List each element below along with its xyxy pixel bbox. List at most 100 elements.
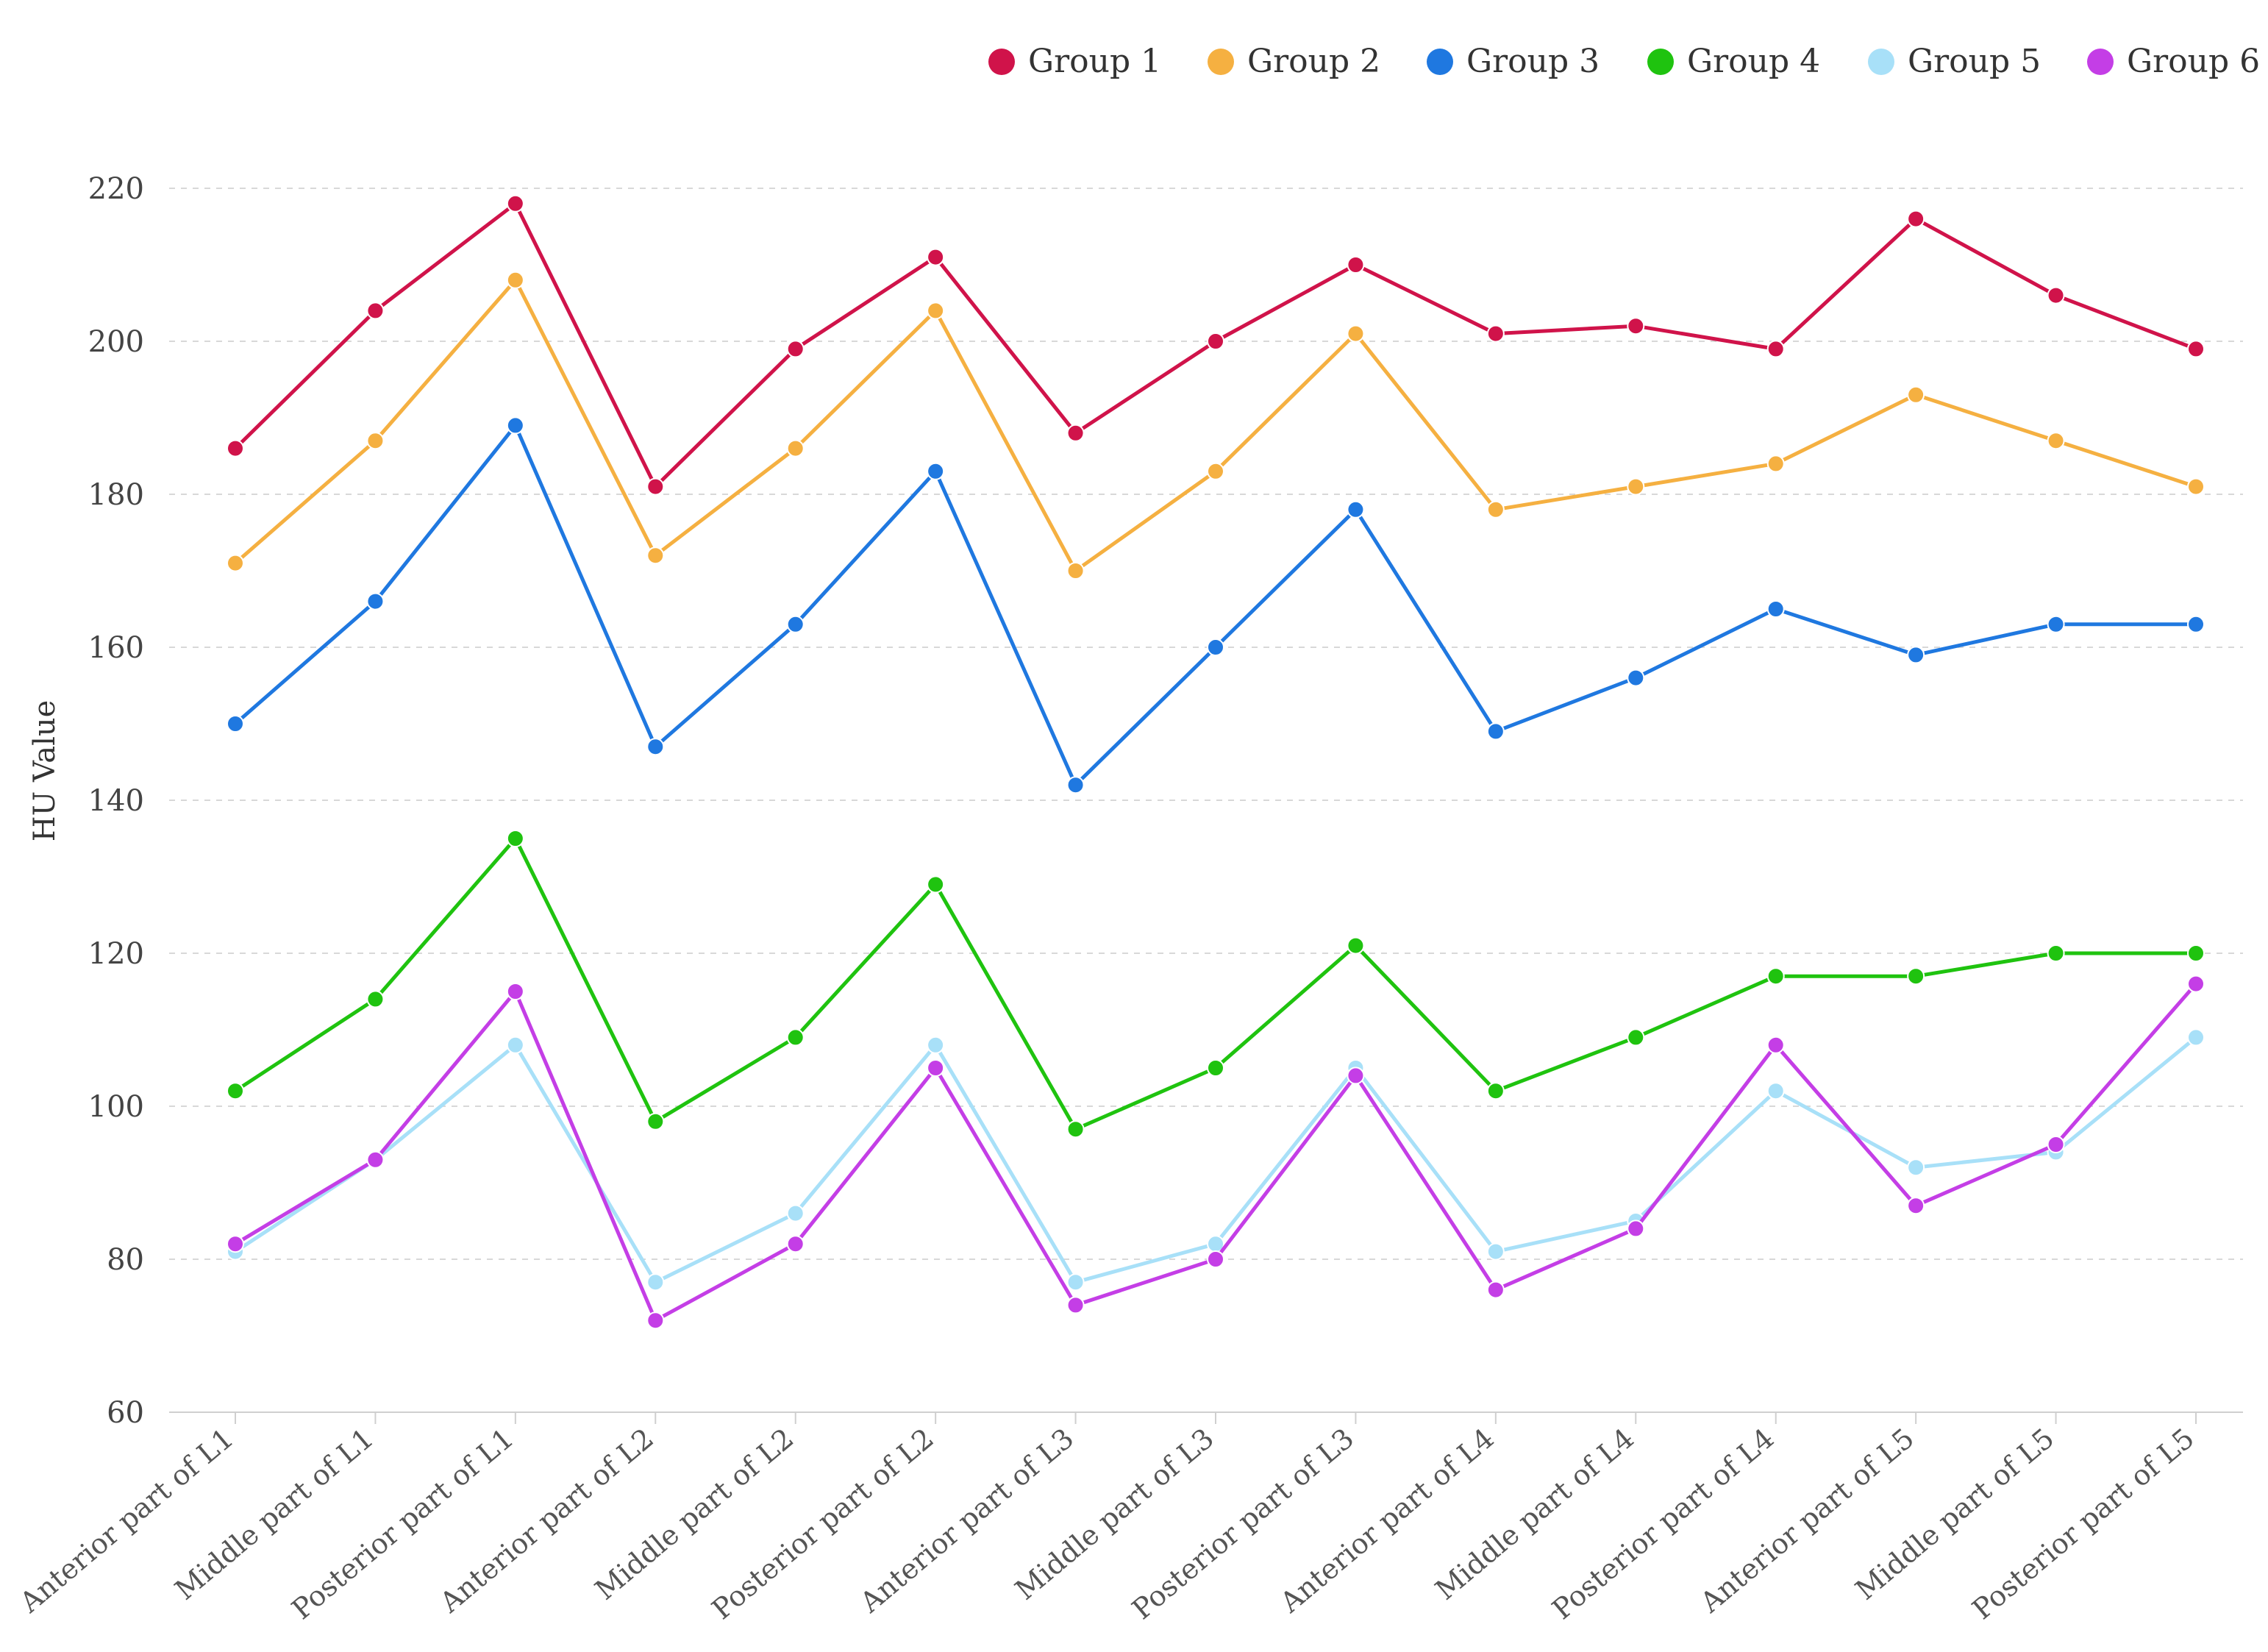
data-point[interactable] [1907,967,1925,986]
legend-item[interactable]: Group 5 [1868,43,2041,80]
legend-marker [1208,49,1234,75]
data-point[interactable] [227,1235,244,1253]
data-point[interactable] [366,1150,385,1169]
y-tick-label: 60 [107,1396,144,1430]
legend-item[interactable]: Group 2 [1208,43,1380,80]
data-point[interactable] [1486,324,1505,343]
data-point[interactable] [1907,1197,1925,1215]
data-point[interactable] [1766,967,1785,986]
data-point[interactable] [786,340,805,358]
data-point[interactable] [1907,210,1925,228]
data-point[interactable] [646,738,665,756]
data-point[interactable] [786,615,805,633]
data-point[interactable] [646,546,665,565]
data-point[interactable] [1627,1028,1645,1047]
data-point[interactable] [2047,944,2065,962]
data-point[interactable] [646,477,665,496]
data-point[interactable] [2047,1136,2065,1153]
data-point[interactable] [646,1273,665,1292]
series-lines [227,194,2205,1330]
data-point[interactable] [1207,462,1224,480]
data-point[interactable] [1066,424,1085,442]
data-point[interactable] [1347,500,1365,519]
series-1 [227,194,2205,496]
data-point[interactable] [1627,1220,1645,1238]
data-point[interactable] [1766,1036,1785,1054]
data-point[interactable] [1627,477,1645,496]
series-line [233,982,2198,1322]
data-point[interactable] [927,1059,945,1077]
data-point[interactable] [506,271,524,289]
data-point[interactable] [646,1112,665,1131]
data-point[interactable] [1207,1059,1224,1077]
data-point[interactable] [927,1036,945,1054]
data-point[interactable] [1766,600,1785,618]
data-point[interactable] [227,1082,244,1100]
data-point[interactable] [227,554,244,572]
data-point[interactable] [1766,1082,1785,1100]
data-point[interactable] [2187,944,2205,962]
data-point[interactable] [366,990,385,1008]
data-point[interactable] [227,439,244,457]
data-point[interactable] [1766,340,1785,358]
legend-marker [2087,49,2114,75]
data-point[interactable] [1347,324,1365,343]
data-point[interactable] [2187,1028,2205,1047]
data-point[interactable] [1907,646,1925,664]
legend-item[interactable]: Group 4 [1647,43,1820,80]
data-point[interactable] [1066,1296,1085,1314]
legend-item[interactable]: Group 1 [988,43,1161,80]
data-point[interactable] [1066,562,1085,580]
data-point[interactable] [927,248,945,266]
data-point[interactable] [1486,722,1505,741]
data-point[interactable] [1486,1242,1505,1261]
data-point[interactable] [1486,1281,1505,1299]
data-point[interactable] [1347,1067,1365,1085]
data-point[interactable] [506,416,524,435]
data-point[interactable] [1486,1082,1505,1100]
data-point[interactable] [506,1036,524,1054]
data-point[interactable] [366,302,385,320]
data-point[interactable] [786,1235,805,1253]
data-point[interactable] [1066,1120,1085,1139]
data-point[interactable] [1627,669,1645,687]
data-point[interactable] [786,1028,805,1047]
data-point[interactable] [366,432,385,450]
x-tick-label: Posterior part of L2 [706,1422,940,1626]
data-point[interactable] [1207,332,1224,350]
data-point[interactable] [646,1311,665,1330]
data-point[interactable] [786,439,805,457]
x-tick-label: Posterior part of L5 [1966,1422,2200,1626]
data-point[interactable] [1907,385,1925,404]
data-point[interactable] [366,592,385,610]
data-point[interactable] [1347,256,1365,274]
data-point[interactable] [2187,340,2205,358]
data-point[interactable] [1347,936,1365,955]
y-tick-label: 80 [107,1243,144,1277]
data-point[interactable] [1907,1158,1925,1177]
data-point[interactable] [786,1204,805,1222]
data-point[interactable] [506,194,524,213]
data-point[interactable] [1066,776,1085,794]
data-point[interactable] [2047,432,2065,450]
data-point[interactable] [1486,500,1505,519]
data-point[interactable] [2187,975,2205,993]
data-point[interactable] [506,830,524,847]
data-point[interactable] [1766,455,1785,473]
data-point[interactable] [506,983,524,1000]
data-point[interactable] [2187,477,2205,496]
data-point[interactable] [927,302,945,320]
data-point[interactable] [927,462,945,480]
grid-lines [169,188,2243,1260]
legend-item[interactable]: Group 6 [2087,43,2260,80]
data-point[interactable] [2187,615,2205,633]
data-point[interactable] [227,715,244,733]
data-point[interactable] [927,875,945,894]
data-point[interactable] [1627,317,1645,335]
data-point[interactable] [1066,1273,1085,1292]
data-point[interactable] [1207,638,1224,656]
data-point[interactable] [1207,1250,1224,1268]
data-point[interactable] [2047,615,2065,633]
legend-item[interactable]: Group 3 [1427,43,1600,80]
data-point[interactable] [2047,286,2065,305]
